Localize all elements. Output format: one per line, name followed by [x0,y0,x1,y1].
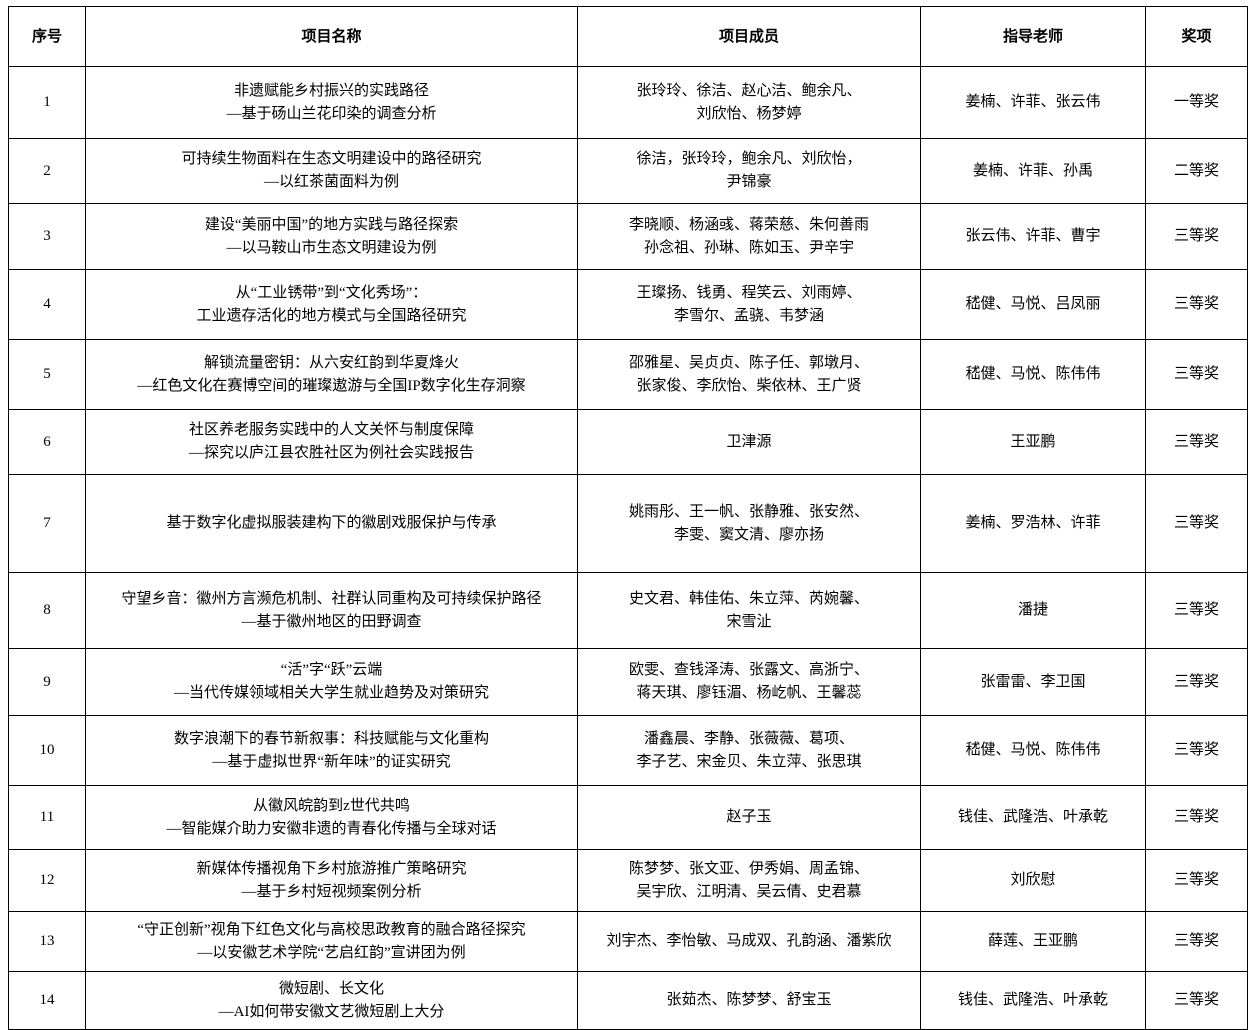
cell-serial-number: 14 [8,971,86,1030]
table-row: 9 “活”字“跃”云端 —当代传媒领域相关大学生就业趋势及对策研究 欧雯、查钱泽… [8,648,1248,716]
cell-award: 三等奖 [1145,269,1248,340]
col-header-project-members: 项目成员 [577,6,921,67]
cell-serial-number: 5 [8,339,86,410]
table-row: 2 可持续生物面料在生态文明建设中的路径研究 —以红茶菌面料为例 徐洁，张玲玲，… [8,138,1248,204]
cell-advisors: 姜楠、许菲、张云伟 [920,66,1146,139]
cell-advisors: 钱佳、武隆浩、叶承乾 [920,971,1146,1030]
cell-project-members: 潘鑫晨、李静、张薇薇、葛项、 李子艺、宋金贝、朱立萍、张思琪 [577,715,921,786]
cell-project-name: 基于数字化虚拟服装建构下的徽剧戏服保护与传承 [85,474,578,573]
col-header-award: 奖项 [1145,6,1248,67]
cell-project-name: 解锁流量密钥：从六安红韵到华夏烽火 —红色文化在赛博空间的璀璨遨游与全国IP数字… [85,339,578,410]
cell-project-name: 建设“美丽中国”的地方实践与路径探索 —以马鞍山市生态文明建设为例 [85,203,578,270]
table-row: 7 基于数字化虚拟服装建构下的徽剧戏服保护与传承 姚雨彤、王一帆、张静雅、张安然… [8,474,1248,573]
cell-award: 三等奖 [1145,849,1248,912]
cell-serial-number: 12 [8,849,86,912]
cell-serial-number: 6 [8,409,86,475]
cell-project-members: 徐洁，张玲玲，鲍余凡、刘欣怡， 尹锦豪 [577,138,921,204]
cell-project-members: 陈梦梦、张文亚、伊秀娟、周孟锦、 吴宇欣、江明清、吴云倩、史君慕 [577,849,921,912]
col-header-advisors: 指导老师 [920,6,1146,67]
cell-serial-number: 9 [8,648,86,716]
cell-project-members: 邵雅星、吴贞贞、陈子任、郭墩月、 张家俊、李欣怡、柴依林、王广贤 [577,339,921,410]
cell-project-name: “活”字“跃”云端 —当代传媒领域相关大学生就业趋势及对策研究 [85,648,578,716]
cell-project-members: 赵子玉 [577,785,921,850]
cell-project-members: 姚雨彤、王一帆、张静雅、张安然、 李雯、窦文清、廖亦扬 [577,474,921,573]
cell-award: 一等奖 [1145,66,1248,139]
cell-project-members: 刘宇杰、李怡敏、马成双、孔韵涵、潘紫欣 [577,911,921,972]
cell-project-members: 卫津源 [577,409,921,475]
cell-project-members: 张玲玲、徐洁、赵心洁、鲍余凡、 刘欣怡、杨梦婷 [577,66,921,139]
cell-project-name: 从“工业锈带”到“文化秀场”： 工业遗存活化的地方模式与全国路径研究 [85,269,578,340]
cell-award: 三等奖 [1145,715,1248,786]
cell-project-name: 社区养老服务实践中的人文关怀与制度保障 —探究以庐江县农胜社区为例社会实践报告 [85,409,578,475]
cell-advisors: 姜楠、罗浩林、许菲 [920,474,1146,573]
cell-serial-number: 8 [8,572,86,649]
cell-award: 二等奖 [1145,138,1248,204]
table-row: 4 从“工业锈带”到“文化秀场”： 工业遗存活化的地方模式与全国路径研究 王璨扬… [8,269,1248,340]
cell-serial-number: 4 [8,269,86,340]
project-awards-table: 序号 项目名称 项目成员 指导老师 奖项 1 非遗赋能乡村振兴的实践路径 —基于… [8,6,1248,1030]
table-header-row: 序号 项目名称 项目成员 指导老师 奖项 [8,6,1248,67]
col-header-serial-number: 序号 [8,6,86,67]
table-row: 11 从徽风皖韵到z世代共鸣 —智能媒介助力安徽非遗的青春化传播与全球对话 赵子… [8,785,1248,850]
table-row: 14 微短剧、长文化 —AI如何带安徽文艺微短剧上大分 张茹杰、陈梦梦、舒宝玉 … [8,971,1248,1030]
cell-serial-number: 11 [8,785,86,850]
cell-project-members: 李晓顺、杨涵彧、蒋荣慈、朱何善雨 孙念祖、孙琳、陈如玉、尹辛宇 [577,203,921,270]
cell-advisors: 刘欣慰 [920,849,1146,912]
cell-project-members: 张茹杰、陈梦梦、舒宝玉 [577,971,921,1030]
cell-advisors: 嵇健、马悦、陈伟伟 [920,339,1146,410]
table-row: 12 新媒体传播视角下乡村旅游推广策略研究 —基于乡村短视频案例分析 陈梦梦、张… [8,849,1248,912]
table-body: 1 非遗赋能乡村振兴的实践路径 —基于砀山兰花印染的调查分析 张玲玲、徐洁、赵心… [8,66,1248,1030]
cell-project-name: 微短剧、长文化 —AI如何带安徽文艺微短剧上大分 [85,971,578,1030]
cell-advisors: 嵇健、马悦、陈伟伟 [920,715,1146,786]
cell-project-name: 数字浪潮下的春节新叙事：科技赋能与文化重构 —基于虚拟世界“新年味”的证实研究 [85,715,578,786]
cell-advisors: 潘捷 [920,572,1146,649]
table-row: 13 “守正创新”视角下红色文化与高校思政教育的融合路径探究 —以安徽艺术学院“… [8,911,1248,972]
table-row: 5 解锁流量密钥：从六安红韵到华夏烽火 —红色文化在赛博空间的璀璨遨游与全国IP… [8,339,1248,410]
cell-advisors: 姜楠、许菲、孙禹 [920,138,1146,204]
cell-award: 三等奖 [1145,911,1248,972]
cell-advisors: 张雷雷、李卫国 [920,648,1146,716]
cell-project-name: 非遗赋能乡村振兴的实践路径 —基于砀山兰花印染的调查分析 [85,66,578,139]
cell-award: 三等奖 [1145,572,1248,649]
cell-advisors: 薛莲、王亚鹏 [920,911,1146,972]
cell-advisors: 嵇健、马悦、吕凤丽 [920,269,1146,340]
cell-advisors: 张云伟、许菲、曹宇 [920,203,1146,270]
cell-project-members: 欧雯、查钱泽涛、张露文、高浙宁、 蒋天琪、廖钰湄、杨屹帆、王馨蕊 [577,648,921,716]
cell-award: 三等奖 [1145,474,1248,573]
cell-advisors: 钱佳、武隆浩、叶承乾 [920,785,1146,850]
table-row: 10 数字浪潮下的春节新叙事：科技赋能与文化重构 —基于虚拟世界“新年味”的证实… [8,715,1248,786]
cell-serial-number: 1 [8,66,86,139]
cell-award: 三等奖 [1145,409,1248,475]
table-row: 1 非遗赋能乡村振兴的实践路径 —基于砀山兰花印染的调查分析 张玲玲、徐洁、赵心… [8,66,1248,139]
cell-award: 三等奖 [1145,648,1248,716]
cell-project-name: 守望乡音：徽州方言濒危机制、社群认同重构及可持续保护路径 —基于徽州地区的田野调… [85,572,578,649]
cell-project-name: 从徽风皖韵到z世代共鸣 —智能媒介助力安徽非遗的青春化传播与全球对话 [85,785,578,850]
cell-project-name: “守正创新”视角下红色文化与高校思政教育的融合路径探究 —以安徽艺术学院“艺启红… [85,911,578,972]
cell-serial-number: 13 [8,911,86,972]
table-row: 8 守望乡音：徽州方言濒危机制、社群认同重构及可持续保护路径 —基于徽州地区的田… [8,572,1248,649]
table-row: 3 建设“美丽中国”的地方实践与路径探索 —以马鞍山市生态文明建设为例 李晓顺、… [8,203,1248,270]
cell-award: 三等奖 [1145,203,1248,270]
cell-serial-number: 3 [8,203,86,270]
cell-serial-number: 7 [8,474,86,573]
col-header-project-name: 项目名称 [85,6,578,67]
cell-serial-number: 2 [8,138,86,204]
table-row: 6 社区养老服务实践中的人文关怀与制度保障 —探究以庐江县农胜社区为例社会实践报… [8,409,1248,475]
cell-project-members: 史文君、韩佳佑、朱立萍、芮婉馨、 宋雪沚 [577,572,921,649]
cell-award: 三等奖 [1145,785,1248,850]
cell-project-name: 可持续生物面料在生态文明建设中的路径研究 —以红茶菌面料为例 [85,138,578,204]
cell-award: 三等奖 [1145,971,1248,1030]
cell-advisors: 王亚鹏 [920,409,1146,475]
cell-project-members: 王璨扬、钱勇、程笑云、刘雨婷、 李雪尔、孟骁、韦梦涵 [577,269,921,340]
cell-serial-number: 10 [8,715,86,786]
cell-project-name: 新媒体传播视角下乡村旅游推广策略研究 —基于乡村短视频案例分析 [85,849,578,912]
cell-award: 三等奖 [1145,339,1248,410]
